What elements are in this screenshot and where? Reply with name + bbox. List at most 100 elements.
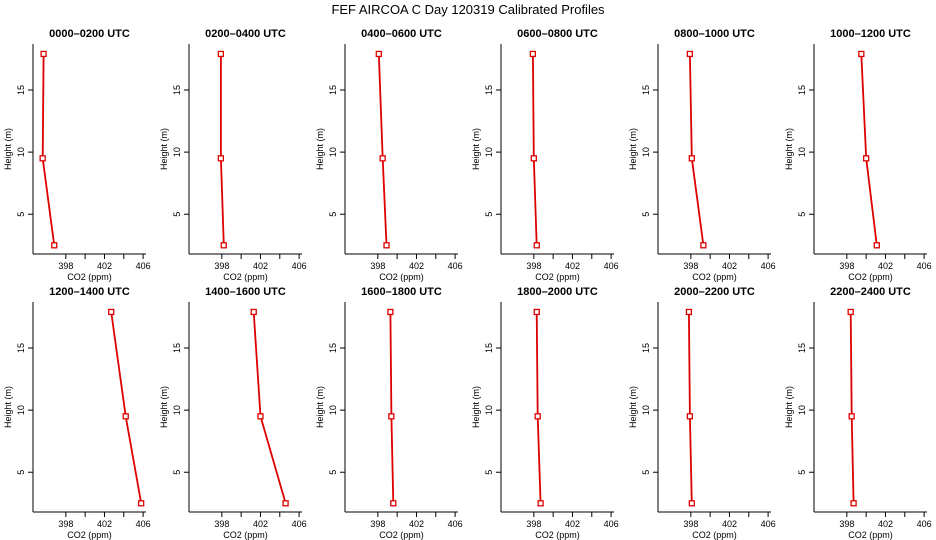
y-tick-label: 10 — [797, 405, 807, 415]
x-tick-label: 406 — [604, 519, 619, 529]
panel-title: 0400–0600 UTC — [361, 28, 442, 40]
x-tick-label: 398 — [58, 261, 73, 271]
y-axis-title: Height (m) — [315, 128, 325, 170]
panel: 1800–2000 UTC 398 402 406 5 10 15 CO2 (ppm) Heig… — [471, 286, 619, 540]
panel: 0200–0400 UTC 398 402 406 5 10 15 CO2 (ppm) Heig… — [159, 28, 307, 282]
data-point — [40, 50, 47, 58]
panel-title: 0600–0800 UTC — [517, 28, 598, 40]
x-tick-label: 402 — [565, 261, 580, 271]
y-tick-label: 10 — [641, 405, 651, 415]
y-tick-label: 10 — [484, 147, 494, 157]
y-axis-title: Height (m) — [471, 386, 481, 428]
profile-line — [849, 311, 855, 504]
data-point — [533, 242, 540, 249]
y-axis-title: Height (m) — [628, 386, 638, 428]
y-tick-label: 10 — [328, 147, 338, 157]
y-axis-title: Height (m) — [159, 386, 169, 428]
profile-line — [860, 53, 878, 246]
data-point — [375, 50, 382, 58]
panel-title: 1000–1200 UTC — [830, 28, 911, 40]
x-axis-title: CO2 (ppm) — [379, 530, 424, 540]
y-tick-label: 15 — [484, 343, 494, 353]
y-tick-label: 10 — [641, 147, 651, 157]
x-tick-label: 398 — [683, 261, 698, 271]
panel: 0400–0600 UTC 398 402 406 5 10 15 CO2 (ppm) Heig… — [315, 28, 463, 282]
data-point — [282, 500, 289, 507]
x-axis-title: CO2 (ppm) — [848, 272, 893, 282]
panel-grid: 0000–0200 UTC 398 402 406 5 10 15 CO2 (ppm) Heig… — [3, 28, 932, 540]
x-axis-title: CO2 (ppm) — [67, 530, 112, 540]
x-tick-label: 402 — [878, 519, 893, 529]
panel: 1400–1600 UTC 398 402 406 5 10 15 CO2 (ppm) Heig… — [159, 286, 307, 540]
data-point — [533, 308, 540, 316]
x-tick-label: 406 — [448, 519, 463, 529]
figure-title: FEF AIRCOA C Day 120319 Calibrated Profi… — [331, 2, 605, 17]
profile-line — [252, 311, 287, 504]
data-point — [700, 242, 707, 249]
x-tick-label: 398 — [370, 261, 385, 271]
x-axis-title: CO2 (ppm) — [848, 530, 893, 540]
x-tick-label: 406 — [448, 261, 463, 271]
y-tick-label: 5 — [641, 212, 651, 217]
x-axis-title: CO2 (ppm) — [223, 530, 268, 540]
x-tick-label: 398 — [526, 261, 541, 271]
panel: 2000–2200 UTC 398 402 406 5 10 15 CO2 (ppm) Heig… — [628, 286, 776, 540]
x-tick-label: 406 — [917, 519, 932, 529]
y-axis-title: Height (m) — [3, 128, 13, 170]
y-tick-label: 5 — [172, 212, 182, 217]
x-tick-label: 398 — [683, 519, 698, 529]
data-point — [51, 242, 58, 249]
data-point — [217, 155, 225, 162]
profile-line — [110, 311, 143, 504]
data-point — [530, 155, 537, 162]
x-tick-label: 406 — [136, 261, 151, 271]
x-tick-label: 398 — [214, 261, 229, 271]
x-tick-label: 406 — [917, 261, 932, 271]
x-axis-title: CO2 (ppm) — [535, 272, 580, 282]
x-axis-title: CO2 (ppm) — [535, 530, 580, 540]
data-point — [685, 308, 693, 316]
profile-line — [535, 311, 542, 504]
data-point — [850, 500, 857, 507]
x-axis-title: CO2 (ppm) — [67, 272, 112, 282]
x-tick-label: 402 — [565, 519, 580, 529]
data-point — [220, 242, 227, 249]
panel-title: 0800–1000 UTC — [674, 28, 755, 40]
panel-title: 0200–0400 UTC — [205, 28, 286, 40]
y-tick-label: 5 — [797, 470, 807, 475]
data-point — [388, 413, 395, 420]
x-tick-label: 402 — [409, 261, 424, 271]
y-tick-label: 5 — [16, 212, 26, 217]
data-point — [257, 413, 264, 420]
y-tick-label: 5 — [484, 470, 494, 475]
data-point — [217, 50, 225, 58]
y-tick-label: 15 — [16, 343, 26, 353]
y-axis-title: Height (m) — [471, 128, 481, 170]
x-tick-label: 406 — [292, 519, 307, 529]
panel-title: 1400–1600 UTC — [205, 286, 286, 298]
y-tick-label: 15 — [328, 85, 338, 95]
y-tick-label: 15 — [797, 343, 807, 353]
data-point — [379, 155, 386, 162]
y-axis-title: Height (m) — [159, 128, 169, 170]
panel: 1600–1800 UTC 398 402 406 5 10 15 CO2 (ppm) Heig… — [315, 286, 463, 540]
x-tick-label: 402 — [722, 261, 737, 271]
data-point — [686, 413, 694, 420]
profile-line — [689, 53, 705, 246]
x-tick-label: 406 — [604, 261, 619, 271]
x-tick-label: 402 — [878, 261, 893, 271]
x-axis-title: CO2 (ppm) — [379, 272, 424, 282]
x-tick-label: 398 — [58, 519, 73, 529]
x-tick-label: 406 — [761, 519, 776, 529]
data-point — [537, 500, 544, 507]
panel: 1000–1200 UTC 398 402 406 5 10 15 CO2 (ppm) Heig… — [784, 28, 932, 282]
profile-line — [41, 53, 56, 246]
y-axis-title: Height (m) — [784, 128, 794, 170]
profile-line — [377, 53, 388, 246]
y-tick-label: 5 — [797, 212, 807, 217]
y-tick-label: 15 — [172, 85, 182, 95]
panel: 1200–1400 UTC 398 402 406 5 10 15 CO2 (ppm) Heig… — [3, 286, 151, 540]
data-point — [534, 413, 541, 420]
y-tick-label: 15 — [641, 85, 651, 95]
